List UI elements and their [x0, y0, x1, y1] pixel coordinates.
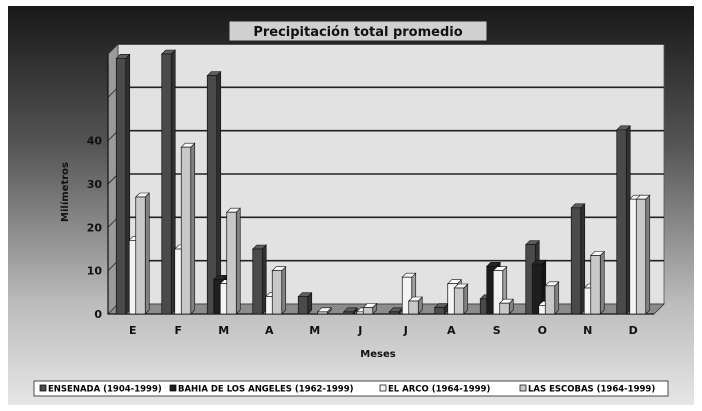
bar-front — [317, 311, 328, 315]
bar — [297, 291, 313, 315]
x-tick-label: D — [629, 324, 638, 337]
legend-swatch — [39, 384, 47, 392]
bar — [616, 125, 631, 315]
bar-front — [161, 53, 172, 315]
bar-side — [645, 194, 651, 315]
bar-front — [531, 263, 543, 315]
gridline-side — [107, 43, 119, 55]
legend-item: BAHIA DE LOS ANGELES (1962-1999) — [169, 384, 354, 395]
bar-front — [499, 302, 510, 315]
bar-front — [180, 146, 192, 315]
bar — [226, 207, 241, 315]
chart-title: Precipitación total promedio — [253, 25, 462, 40]
bar — [115, 53, 131, 315]
bar-side — [235, 207, 241, 315]
y-tick-label: 10 — [87, 265, 103, 278]
y-tick-label: 0 — [94, 308, 102, 321]
title-box: Precipitación total promedio — [228, 20, 488, 42]
legend-item: LAS ESCOBAS (1964-1999) — [519, 384, 655, 395]
x-tick-label: E — [129, 324, 137, 337]
bar-front — [135, 196, 146, 315]
legend-label: LAS ESCOBAS (1964-1999) — [528, 385, 655, 395]
bar — [635, 194, 651, 315]
bar-front — [226, 211, 237, 315]
bar-side — [463, 283, 469, 315]
x-axis-label: Meses — [360, 349, 395, 360]
bar — [180, 142, 196, 315]
x-tick-label: J — [403, 324, 408, 337]
x-tick-label: S — [493, 324, 501, 337]
x-tick-label: M — [218, 324, 229, 337]
bar-front — [206, 75, 218, 315]
y-tick-label: 30 — [87, 178, 103, 191]
bar — [161, 49, 176, 315]
bar — [135, 192, 150, 315]
legend-label: EL ARCO (1964-1999) — [388, 385, 490, 395]
bar — [271, 265, 287, 315]
bar — [343, 307, 358, 315]
bar-front — [434, 307, 445, 315]
bar-front — [115, 57, 127, 315]
bar-front — [271, 270, 283, 315]
bar-front — [635, 198, 647, 315]
legend-item: ENSENADA (1904-1999) — [39, 384, 162, 395]
x-tick-label: O — [538, 324, 547, 337]
bar — [590, 250, 605, 315]
x-tick-label: A — [447, 324, 456, 337]
bar-front — [544, 285, 556, 315]
bar-side — [190, 142, 196, 315]
bar — [434, 302, 449, 315]
bar-front — [590, 255, 601, 315]
bar-front — [343, 311, 354, 315]
bar — [453, 283, 469, 315]
legend-swatch — [169, 384, 177, 392]
bar — [252, 244, 267, 315]
legend-swatch — [379, 384, 387, 392]
bar — [362, 302, 378, 315]
bar-front — [570, 207, 582, 315]
x-tick-label: A — [265, 324, 274, 337]
bar-side — [599, 250, 605, 315]
legend-item: EL ARCO (1964-1999) — [379, 384, 490, 395]
bar-front — [297, 296, 309, 315]
plot-area: 0 10 20 30 40 E F M A M J J A S O N D — [87, 43, 665, 337]
legend-label: ENSENADA (1904-1999) — [48, 385, 162, 395]
y-tick-label: 40 — [87, 135, 103, 148]
legend-box — [33, 380, 669, 397]
bar-side — [554, 281, 560, 315]
x-tick-label: M — [309, 324, 320, 337]
x-tick-label: F — [174, 324, 182, 337]
bar-front — [492, 270, 504, 315]
x-tick-label: J — [357, 324, 362, 337]
legend-label: BAHIA DE LOS ANGELES (1962-1999) — [178, 385, 354, 395]
x-tick-label: N — [583, 324, 592, 337]
bar — [499, 298, 514, 315]
bar-front — [453, 287, 465, 315]
bar-front — [401, 276, 413, 315]
bar — [544, 281, 560, 315]
bar-front — [616, 129, 627, 315]
legend: ENSENADA (1904-1999) BAHIA DE LOS ANGELES… — [33, 380, 669, 397]
bar — [570, 203, 586, 315]
bar-front — [388, 311, 400, 315]
bar — [317, 307, 332, 315]
y-tick-label: 20 — [87, 221, 103, 234]
bar-front — [252, 248, 263, 315]
bar-side — [144, 192, 150, 315]
bar — [408, 296, 423, 315]
bar-front — [362, 307, 374, 315]
y-axis-label: Milímetros — [59, 162, 71, 222]
bar-front — [408, 300, 419, 315]
bar-side — [281, 265, 287, 315]
legend-swatch — [519, 384, 527, 392]
